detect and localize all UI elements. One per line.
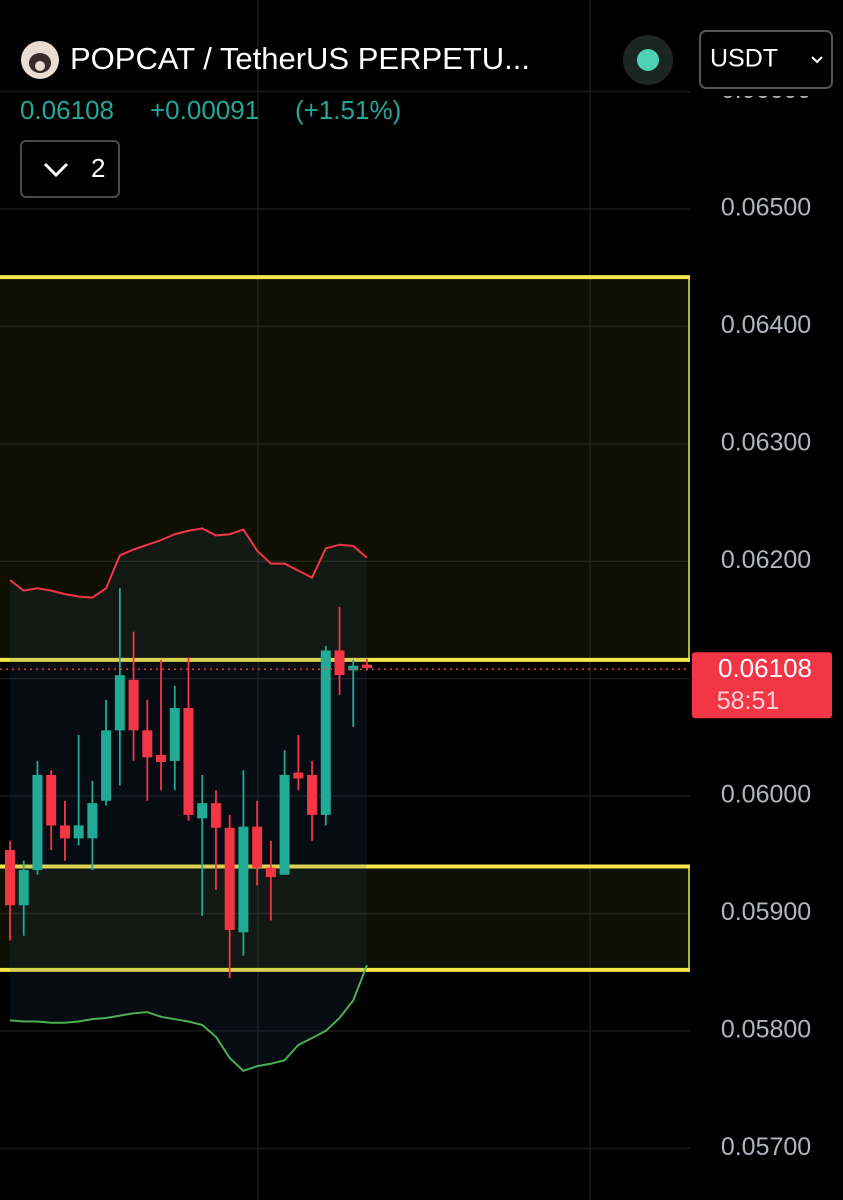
band-line (9, 964, 368, 1072)
candle-body (210, 803, 221, 828)
y-tick-label: 0.06000 (721, 781, 811, 809)
candle-body (156, 754, 167, 763)
y-tick-label: 0.05700 (721, 1133, 811, 1161)
candle-body (101, 730, 112, 801)
candle-body (73, 825, 84, 839)
y-tick-label: 0.05800 (721, 1016, 811, 1044)
status-dot[interactable] (637, 49, 659, 71)
y-tick-label: 0.06300 (721, 428, 811, 456)
zone (0, 277, 689, 660)
candle-body (348, 665, 359, 671)
countdown: 58:51 (717, 687, 780, 715)
symbol-icon-mouth (35, 61, 45, 71)
header-change-pct: (+1.51%) (295, 95, 401, 125)
candle-body (238, 826, 249, 933)
candle-body (128, 679, 139, 731)
last-price-box (692, 652, 832, 719)
y-tick-label: 0.05900 (721, 898, 811, 926)
candle-body (32, 774, 43, 871)
last-price: 0.06108 58:51 (0, 652, 832, 719)
candle-body (265, 867, 276, 878)
candle-body (59, 825, 70, 839)
currency-select[interactable] (699, 30, 833, 89)
last-price-label: 0.06108 (718, 653, 812, 683)
candle-body (320, 650, 331, 815)
y-tick-label: 0.06600 (721, 76, 811, 104)
candle-body (18, 870, 29, 906)
price-axis: 0.06600 0.06500 0.06400 0.06300 0.06200 0.061… (721, 76, 811, 1161)
header-price: 0.06108 (20, 95, 114, 125)
band-line (9, 527, 368, 599)
candle-body (252, 826, 263, 868)
candle-body (5, 850, 15, 906)
indicators-toggle[interactable] (20, 140, 120, 198)
indicators-count: 2 (91, 153, 105, 183)
y-tick-label: 0.06400 (721, 311, 811, 339)
candle-body (307, 774, 318, 815)
candle-body (142, 730, 153, 758)
y-tick-label: 0.06200 (721, 546, 811, 574)
currency-label: USDT (710, 45, 778, 73)
candle-body (334, 650, 345, 676)
candle-body (87, 803, 98, 839)
candle-body (183, 708, 194, 815)
candle-body (197, 803, 208, 819)
candle-body (169, 708, 180, 761)
zone (0, 866, 689, 970)
candle-body (361, 664, 372, 669)
indicators-chevron (43, 162, 69, 178)
header-change: +0.00091 (150, 95, 259, 125)
candles (5, 588, 372, 979)
symbol-title: POPCAT / TetherUS PERPETU... (70, 41, 530, 76)
candle-body (224, 827, 235, 930)
candle-body (279, 774, 290, 875)
candle-body (293, 772, 304, 779)
candle-body (46, 774, 57, 826)
zones (0, 275, 690, 972)
currency-chevron (811, 56, 823, 64)
y-tick-label: 0.06500 (721, 194, 811, 222)
candle-body (114, 675, 125, 731)
